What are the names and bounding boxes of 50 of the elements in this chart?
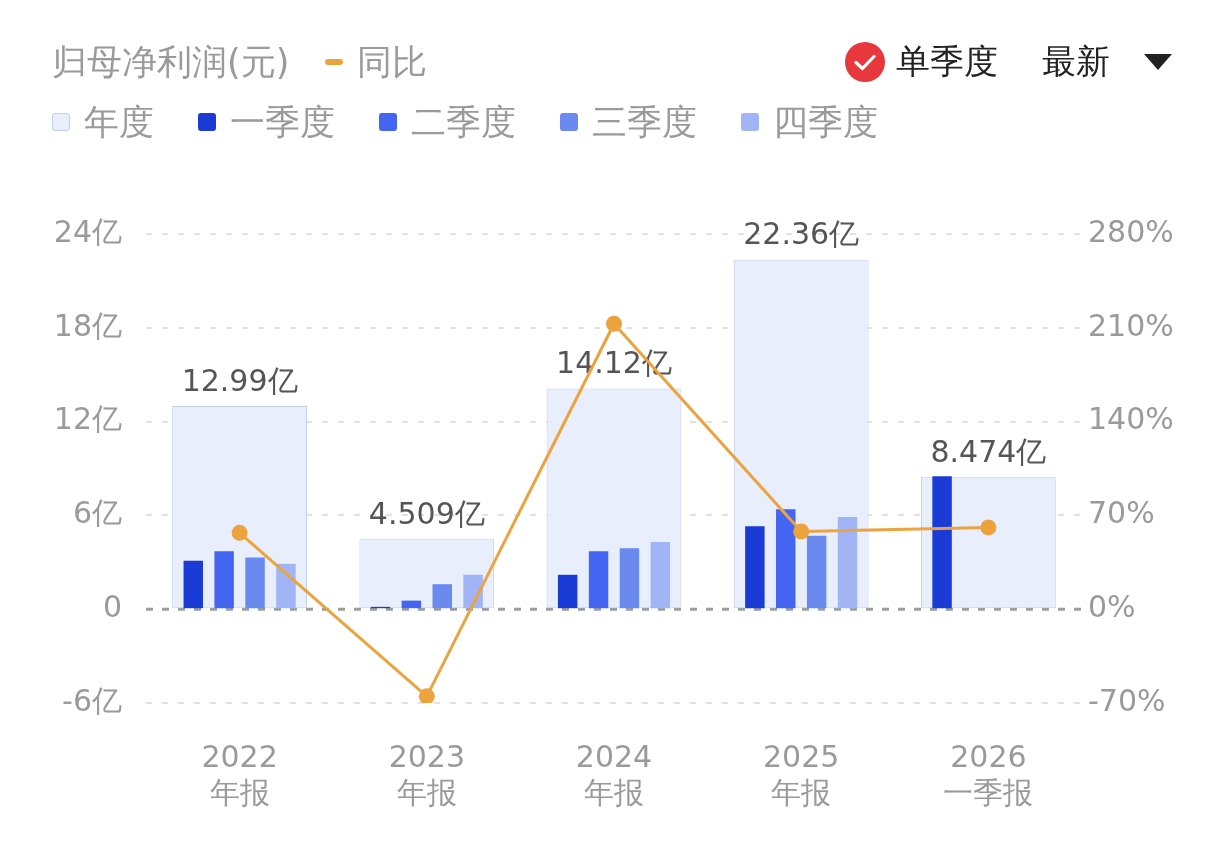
text: 最新: [1042, 40, 1110, 83]
x-tick-label: 2026 一季报: [943, 738, 1034, 810]
y-tick-label: 12亿: [53, 401, 122, 437]
point: [980, 519, 997, 536]
bar: [837, 516, 858, 609]
bar: [183, 560, 203, 609]
y2-tick-label: 280%: [1088, 213, 1174, 249]
point: [793, 523, 810, 540]
y2-tick-label: 210%: [1088, 307, 1174, 343]
y2-tick-label: 140%: [1088, 401, 1174, 437]
bar: [619, 548, 640, 609]
y2-tick-label: 70%: [1088, 495, 1155, 531]
bar: [245, 557, 265, 609]
bar: [745, 526, 765, 609]
x-tick-label: 2025 年报: [763, 738, 840, 810]
y-tick-label: 6亿: [72, 495, 122, 531]
bar: [932, 476, 952, 609]
y2-tick-label: 0%: [1088, 589, 1136, 624]
bar: [806, 535, 827, 609]
y-tick-label: 18亿: [53, 307, 122, 343]
legend-label: 一季度: [230, 100, 335, 144]
y2-tick-label: -70%: [1088, 682, 1166, 718]
point: [418, 688, 435, 703]
x-tick-label: 2024 年报: [575, 738, 653, 810]
data-label: 4.509亿: [368, 495, 485, 531]
bar: [650, 541, 671, 609]
chart-title: 归母净利润(元): [52, 40, 290, 84]
y-tick-label: -6亿: [62, 682, 122, 718]
bar: [557, 574, 578, 609]
data-label: 22.36亿: [743, 216, 860, 252]
y-tick-label: 24亿: [53, 213, 122, 249]
legend-label: 年度: [84, 100, 154, 144]
legend-label: 四季度: [773, 100, 878, 144]
legend-label: 三季度: [592, 100, 697, 144]
legend-label: 二季度: [411, 100, 516, 144]
bar: [276, 563, 296, 609]
bar: [214, 551, 234, 609]
point: [606, 315, 622, 332]
bar: [776, 509, 796, 609]
legend-label: 同比: [357, 40, 428, 84]
y-tick-label: 0: [102, 589, 122, 624]
point: [231, 524, 248, 541]
x-tick-label: 2022 年报: [201, 738, 278, 810]
x-tick-label: 2023 年报: [388, 738, 465, 810]
data-label: 8.474亿: [930, 433, 1047, 469]
bar: [588, 551, 609, 609]
bar: [432, 584, 452, 609]
data-label: 12.99亿: [181, 362, 298, 398]
bar: [401, 600, 422, 609]
text: 单季度: [896, 40, 998, 83]
